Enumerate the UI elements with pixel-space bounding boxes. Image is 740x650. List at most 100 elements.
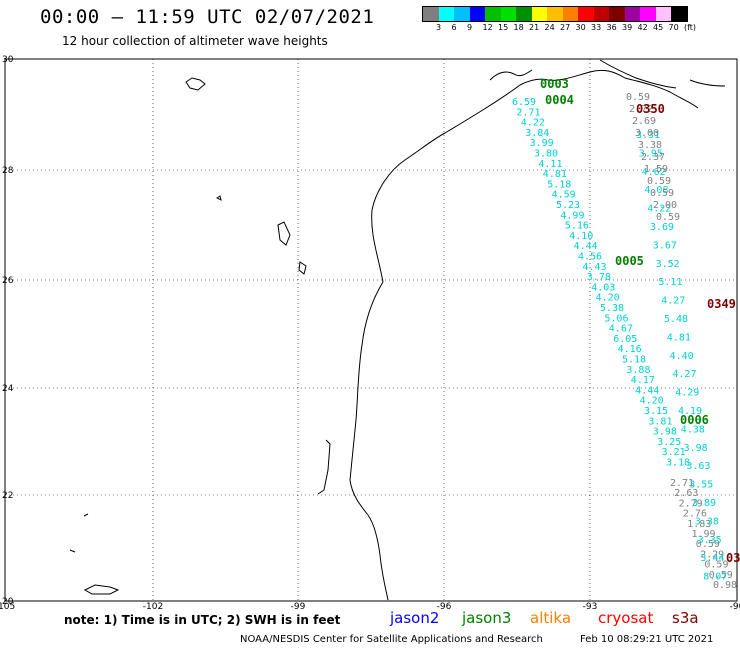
colorbar-swatch (454, 7, 470, 21)
swh-value: 3.21 (662, 447, 686, 458)
swh-value: 2.00 (653, 200, 677, 211)
latitude-label: 20 (2, 597, 14, 607)
footer-timestamp: Feb 10 08:29:21 UTC 2021 (580, 634, 714, 645)
colorbar-swatch (531, 7, 547, 21)
swh-value: 3.25 (657, 437, 681, 448)
colorbar-swatch (423, 7, 439, 21)
swh-value: 4.67 (609, 324, 633, 335)
latitude-label: 26 (2, 276, 14, 286)
swh-value: 1.99 (692, 529, 716, 540)
swh-value: 4.27 (661, 296, 685, 307)
pass-id-label: 0004 (545, 93, 574, 107)
colorbar-swatch (609, 7, 625, 21)
swh-value: 0.59 (656, 212, 680, 223)
latitude-label: 24 (2, 384, 14, 394)
colorbar-tick-label: 24 (544, 23, 555, 32)
swh-value: 0.98 (713, 580, 737, 591)
pass-id-label: 0003 (540, 77, 569, 91)
swh-value: 4.81 (667, 332, 691, 343)
swh-value: 4.81 (543, 169, 567, 180)
swh-value: 3.89 (692, 498, 716, 509)
swh-value: 4.27 (672, 369, 696, 380)
colorbar-swatch (624, 7, 640, 21)
swh-value: 4.20 (640, 396, 664, 407)
swh-value: 3.44 (700, 553, 724, 564)
swh-value: 8.07 (703, 572, 727, 583)
swh-value: 3.35 (698, 535, 722, 546)
swh-value: 6.05 (613, 334, 637, 345)
legend-item-altika: altika (530, 609, 572, 627)
swh-value: 3.63 (686, 461, 710, 472)
pass-id-label: 0005 (615, 254, 644, 268)
coastline (69, 59, 726, 601)
swh-value: 3.81 (648, 416, 672, 427)
swh-value: 1.59 (644, 164, 668, 175)
swh-value: 4.10 (569, 231, 593, 242)
map-subtitle: 12 hour collection of altimeter wave hei… (62, 34, 328, 48)
wave-height-colorbar (422, 6, 688, 22)
swh-value: 4.44 (574, 241, 598, 252)
swh-value: 2.71 (670, 478, 694, 489)
map-frame (4, 58, 738, 602)
colorbar-swatch (469, 7, 485, 21)
legend-item-s3a: s3a (672, 609, 699, 627)
altimeter-tracks: 6.592.714.223.843.993.804.114.815.184.59… (512, 77, 740, 591)
map-title: 00:00 – 11:59 UTC 02/07/2021 (40, 6, 375, 28)
longitude-label: -93 (583, 602, 598, 610)
colorbar-swatch (438, 7, 454, 21)
axis-labels: 30 28 26 24 22 20-105 -102 -99 -96 -93 -90 (0, 55, 740, 610)
latitude-label: 28 (2, 166, 14, 176)
swh-value: 4.62 (642, 167, 666, 178)
swh-value: 0.59 (696, 539, 720, 550)
swh-value: 2.29 (700, 549, 724, 560)
colorbar-tick-label: 9 (467, 23, 473, 32)
swh-value: 5.11 (658, 277, 682, 288)
swh-value: 2.63 (674, 488, 698, 499)
pass-id-label: 0350 (636, 102, 665, 116)
swh-value: 2.69 (632, 116, 656, 127)
swh-value: 2.72 (629, 104, 653, 115)
swh-value: 3.78 (587, 272, 611, 283)
swh-value: 4.43 (582, 262, 606, 273)
longitude-label: -96 (437, 602, 452, 610)
legend-item-jason2: jason2 (390, 609, 440, 627)
swh-value: 0.59 (626, 92, 650, 103)
swh-value: 4.20 (596, 293, 620, 304)
colorbar-tick-label: 27 (560, 23, 571, 32)
swh-value: 0.59 (709, 570, 733, 581)
swh-value: 5.18 (622, 355, 646, 366)
colorbar-tick-label: 6 (451, 23, 457, 32)
swh-value: 4.56 (578, 252, 602, 263)
swh-value: 1.83 (687, 519, 711, 530)
colorbar-swatch (485, 7, 501, 21)
swh-value: 4.11 (538, 159, 562, 170)
colorbar-tick-label: 33 (591, 23, 602, 32)
swh-value: 5.38 (600, 303, 624, 314)
swh-value: 3.67 (653, 240, 677, 251)
swh-value: 4.22 (647, 204, 671, 215)
swh-value: 4.59 (552, 190, 576, 201)
swh-value: 3.18 (666, 458, 690, 469)
colorbar-tick-label: (ft) (684, 23, 697, 32)
swh-value: 3.15 (644, 406, 668, 417)
altimeter-map: 6.592.714.223.843.993.804.114.815.184.59… (0, 55, 740, 610)
swh-value: 4.22 (521, 118, 545, 129)
longitude-label: -99 (291, 602, 306, 610)
colorbar-tick-label: 36 (606, 23, 617, 32)
longitude-label: -102 (143, 602, 163, 610)
swh-value: 4.44 (635, 385, 659, 396)
footer-credit: NOAA/NESDIS Center for Satellite Applica… (240, 634, 543, 645)
colorbar-swatch (593, 7, 609, 21)
swh-value: 3.98 (684, 443, 708, 454)
swh-value: 4.29 (675, 388, 699, 399)
swh-value: 2.71 (516, 107, 540, 118)
swh-value: 4.19 (678, 406, 702, 417)
swh-value: 0.59 (704, 560, 728, 571)
latitude-label: 30 (2, 55, 14, 65)
swh-value: 3.00 (635, 128, 659, 139)
swh-value: 3.38 (638, 140, 662, 151)
colorbar-tick-label: 3 (436, 23, 442, 32)
swh-value: 0.59 (647, 176, 671, 187)
colorbar-tick-label: 18 (513, 23, 524, 32)
units-note: note: 1) Time is in UTC; 2) SWH is in fe… (64, 613, 341, 627)
